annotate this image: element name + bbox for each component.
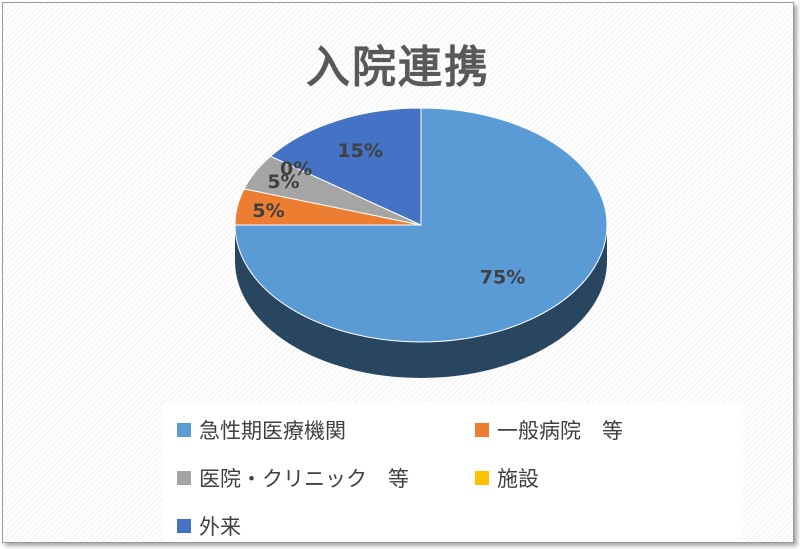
legend-item-facility: 施設 (475, 463, 539, 493)
legend-item-acute: 急性期医療機関 (177, 415, 346, 445)
legend-label: 外来 (199, 515, 241, 539)
legend-swatch (177, 519, 191, 533)
legend-swatch (177, 423, 191, 437)
legend-item-general-hospital: 一般病院 等 (475, 415, 623, 445)
legend-label: 施設 (497, 467, 539, 491)
legend-swatch (177, 471, 191, 485)
legend: 急性期医療機関 一般病院 等 医院・クリニック 等 施設 外来 (163, 403, 743, 542)
legend-item-clinic: 医院・クリニック 等 (177, 463, 409, 493)
legend-swatch (475, 471, 489, 485)
chart-frame: 入院連携 75% 5% 5% 0% 15% 急性期医療機関 一般病院 等 医院・クリニッ… (2, 2, 794, 543)
legend-label: 医院・クリニック 等 (199, 467, 409, 491)
data-label-0: 75% (480, 266, 525, 288)
data-label-3: 0% (280, 158, 312, 180)
data-label-1: 5% (252, 200, 284, 222)
data-label-2: 5% (267, 171, 299, 193)
chart-title: 入院連携 (306, 42, 490, 93)
pie-slice-4 (269, 107, 422, 226)
pie-chart: 75%5%5%0%15% (234, 107, 608, 378)
legend-swatch (475, 423, 489, 437)
data-label-4: 15% (337, 140, 382, 162)
legend-label: 急性期医療機関 (199, 419, 346, 443)
pie-side-wall (235, 225, 607, 378)
legend-item-outpatient: 外来 (177, 511, 241, 541)
legend-label: 一般病院 等 (497, 419, 623, 443)
